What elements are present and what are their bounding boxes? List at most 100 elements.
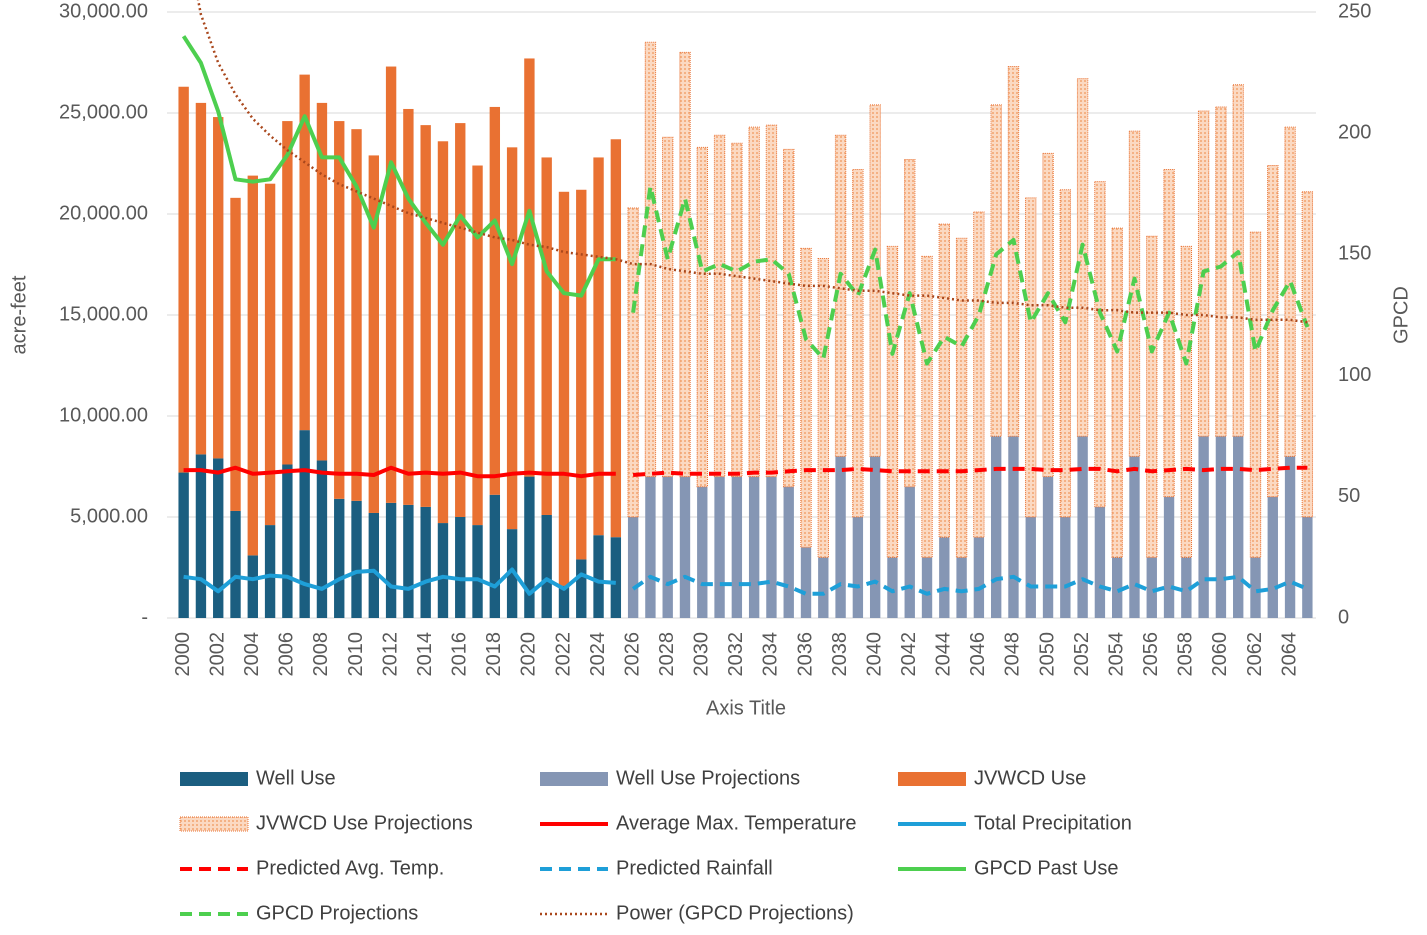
bar xyxy=(783,486,794,618)
legend-label: Predicted Avg. Temp. xyxy=(256,857,444,879)
legend-swatch xyxy=(180,772,248,786)
bar xyxy=(1267,496,1278,618)
y2-tick-label: 250 xyxy=(1338,0,1371,22)
bar xyxy=(1163,496,1175,618)
bar xyxy=(489,106,501,495)
x-tick-label: 2020 xyxy=(518,632,540,677)
bar xyxy=(1250,557,1261,618)
x-tick-label: 2016 xyxy=(449,632,471,677)
bar xyxy=(610,537,622,618)
line xyxy=(631,184,1310,366)
y-tick-label: 10,000.00 xyxy=(59,404,148,426)
x-tick-label: 2044 xyxy=(933,632,955,677)
x-tick-label: 2006 xyxy=(276,632,298,677)
x-tick-label: 2062 xyxy=(1244,632,1266,677)
legend-label: Well Use xyxy=(256,767,336,789)
legend-swatch xyxy=(540,772,608,786)
bar xyxy=(576,189,587,560)
bar xyxy=(955,237,968,558)
bar xyxy=(627,207,639,518)
bar xyxy=(904,486,915,618)
bar xyxy=(817,257,829,558)
line xyxy=(196,0,1308,324)
legend-label: Total Precipitation xyxy=(974,812,1132,834)
x-tick-label: 2058 xyxy=(1175,632,1197,677)
bar xyxy=(644,41,657,478)
legend-label: JVWCD Use Projections xyxy=(256,812,473,834)
bar xyxy=(1163,169,1175,498)
x-axis-title: Axis Title xyxy=(706,697,786,719)
x-tick-label: 2054 xyxy=(1105,632,1127,677)
bar xyxy=(1146,557,1157,618)
bar xyxy=(990,104,1002,437)
bar xyxy=(195,102,207,455)
bar xyxy=(1025,517,1036,618)
bar xyxy=(368,155,379,513)
y-tick-label: 5,000.00 xyxy=(70,505,148,527)
bar xyxy=(679,476,691,618)
bar xyxy=(1249,231,1262,558)
x-tick-label: 2000 xyxy=(172,632,194,677)
bar xyxy=(1094,181,1106,508)
bar xyxy=(1060,517,1071,618)
bar xyxy=(213,117,224,459)
bar xyxy=(455,517,466,618)
legend-label: GPCD Projections xyxy=(256,902,418,924)
x-tick-label: 2004 xyxy=(241,632,263,677)
x-tick-label: 2040 xyxy=(863,632,885,677)
bar xyxy=(282,121,293,465)
legend-label: GPCD Past Use xyxy=(974,857,1118,879)
x-tick-label: 2014 xyxy=(414,632,436,677)
bar xyxy=(420,506,431,618)
y-axis-title: acre-feet xyxy=(8,275,30,354)
bar xyxy=(506,529,518,618)
legend-label: JVWCD Use xyxy=(974,767,1086,789)
x-tick-label: 2034 xyxy=(760,632,782,677)
legend-swatch xyxy=(898,772,966,786)
x-tick-label: 2012 xyxy=(379,632,401,677)
bar xyxy=(1284,456,1296,618)
x-tick-label: 2030 xyxy=(691,632,713,677)
bar xyxy=(921,255,933,558)
bar xyxy=(472,525,483,618)
bar xyxy=(1129,456,1140,618)
bar xyxy=(731,476,743,618)
bar xyxy=(403,108,414,505)
bar xyxy=(990,436,1002,618)
bar xyxy=(385,502,397,618)
bar xyxy=(593,157,604,536)
y2-tick-label: 50 xyxy=(1338,485,1360,507)
bar xyxy=(230,510,241,618)
bar xyxy=(1094,506,1106,618)
bar xyxy=(627,517,639,618)
x-tick-label: 2064 xyxy=(1278,632,1300,677)
bar xyxy=(662,136,674,478)
bar xyxy=(818,557,829,618)
x-tick-label: 2038 xyxy=(829,632,851,677)
bar xyxy=(610,139,622,538)
bar xyxy=(800,247,812,548)
bar xyxy=(973,537,985,618)
bar xyxy=(869,456,881,618)
y-tick-label: 20,000.00 xyxy=(59,202,148,224)
y2-axis-title: GPCD xyxy=(1390,286,1412,344)
x-tick-label: 2010 xyxy=(345,632,367,677)
bar xyxy=(247,175,258,556)
bar xyxy=(178,86,189,473)
bar xyxy=(506,147,518,530)
bar xyxy=(748,476,760,618)
bar xyxy=(368,512,379,618)
x-tick-label: 2056 xyxy=(1140,632,1162,677)
x-tick-label: 2002 xyxy=(207,632,229,677)
bar xyxy=(714,476,725,618)
bar xyxy=(1181,557,1192,618)
bar xyxy=(213,458,224,618)
bar xyxy=(351,500,362,618)
y-tick-label: - xyxy=(141,606,148,628)
bar xyxy=(524,58,535,477)
bar xyxy=(1008,436,1019,618)
plot-area xyxy=(178,0,1314,618)
legend-label: Predicted Rainfall xyxy=(616,857,773,879)
line xyxy=(631,574,1309,596)
bar xyxy=(558,585,570,618)
